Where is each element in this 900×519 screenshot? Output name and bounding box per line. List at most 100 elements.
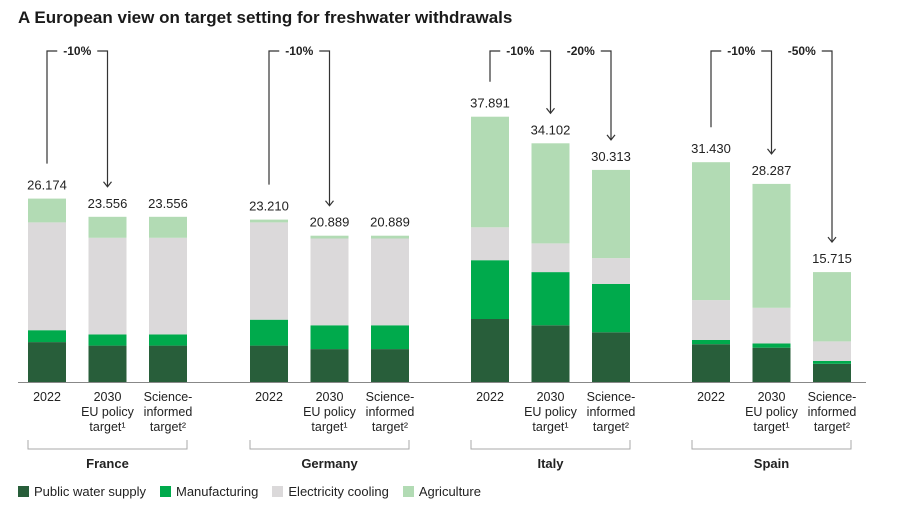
category-label: Science- [587,390,636,404]
change-label: -10% [727,44,755,58]
legend-item-electricity-cooling: Electricity cooling [272,484,389,499]
change-label: -10% [285,44,313,58]
category-label: Science- [366,390,415,404]
change-connector [710,50,773,154]
total-label: 15.715 [812,251,852,266]
category-label: target¹ [753,420,789,434]
category-label: target² [814,420,850,434]
country-label: Germany [301,456,358,471]
total-label: 23.210 [249,199,289,214]
legend-item-agriculture: Agriculture [402,484,481,499]
bar-segment-public-water-supply [471,319,509,382]
category-label: informed [587,405,636,419]
bar-segment-agriculture [28,198,66,223]
country-bracket [691,440,852,450]
category-label: 2030 [758,390,786,404]
bar-segment-manufacturing [813,361,851,364]
legend: Public water supply Manufacturing Electr… [18,484,481,499]
bar-segment-public-water-supply [149,345,187,382]
country-bracket [249,440,410,450]
category-label: EU policy [745,405,799,419]
bar-segment-agriculture [471,116,509,228]
arrow-down-icon [546,107,555,115]
total-label: 30.313 [591,149,631,164]
legend-item-public-water-supply: Public water supply [18,484,146,499]
category-label: EU policy [303,405,357,419]
legend-swatch [272,486,284,497]
category-label: target² [372,420,408,434]
bar-segment-public-water-supply [813,363,851,382]
change-label: -10% [506,44,534,58]
total-label: 28.287 [752,163,792,178]
bar-segment-public-water-supply [531,325,570,382]
country-bracket [470,440,631,450]
bar-segment-manufacturing [250,319,288,346]
legend-label: Manufacturing [176,484,259,499]
bar-segment-agriculture [88,216,127,238]
category-label: 2022 [255,390,283,404]
change-connector [268,50,331,206]
country-bracket [27,440,188,450]
category-label: informed [808,405,857,419]
category-label: EU policy [81,405,135,419]
category-label: 2030 [537,390,565,404]
bar-segment-public-water-supply [310,349,349,382]
bar-segment-electricity-cooling [531,243,570,273]
bar-segment-public-water-supply [692,344,730,382]
bar-segment-electricity-cooling [752,307,791,344]
category-label: 2030 [94,390,122,404]
bar-segment-manufacturing [88,334,127,346]
bar-segment-public-water-supply [371,349,409,382]
country-label: France [86,456,129,471]
change-connector [821,50,833,243]
bar-segment-agriculture [813,272,851,342]
bar-segment-manufacturing [592,284,630,333]
total-label: 34.102 [531,122,571,137]
arrow-down-icon [827,236,837,244]
category-label: 2030 [316,390,344,404]
bar-segment-manufacturing [692,340,730,345]
arrow-down-icon [325,200,334,207]
bar-segment-manufacturing [531,272,570,326]
total-label: 20.889 [310,215,350,230]
bar-segment-electricity-cooling [371,238,409,326]
change-label: -10% [63,44,91,58]
legend-label: Electricity cooling [288,484,389,499]
total-label: 23.556 [148,196,188,211]
category-label: target² [593,420,629,434]
category-label: informed [144,405,193,419]
bar-segment-electricity-cooling [813,341,851,361]
total-label: 23.556 [88,196,128,211]
arrow-down-icon [103,181,112,188]
arrow-down-icon [767,148,776,155]
chart-title: A European view on target setting for fr… [18,8,513,27]
category-label: Science- [808,390,857,404]
bar-segment-electricity-cooling [88,237,127,335]
bar-segment-public-water-supply [28,342,66,382]
bar-segment-electricity-cooling [250,222,288,320]
bar-segment-manufacturing [471,260,509,319]
country-label: Spain [754,456,789,471]
change-connector [46,50,109,187]
bar-segment-agriculture [371,235,409,239]
total-label: 26.174 [27,178,67,193]
bar-segment-public-water-supply [592,332,630,382]
bar-segment-manufacturing [371,325,409,350]
total-label: 37.891 [470,96,510,111]
category-label: EU policy [524,405,578,419]
bar-segment-electricity-cooling [149,237,187,335]
category-label: 2022 [476,390,504,404]
country-label: Italy [537,456,564,471]
bar-segment-public-water-supply [752,347,791,382]
change-label: -50% [788,44,816,58]
legend-swatch [18,486,29,497]
bar-segment-agriculture [752,183,791,308]
category-label: target¹ [89,420,125,434]
change-connector [489,50,552,114]
bar-segment-agriculture [310,235,349,239]
bar-segment-agriculture [250,219,288,223]
legend-item-manufacturing: Manufacturing [160,484,258,499]
change-label: -20% [567,44,595,58]
total-label: 20.889 [370,215,410,230]
